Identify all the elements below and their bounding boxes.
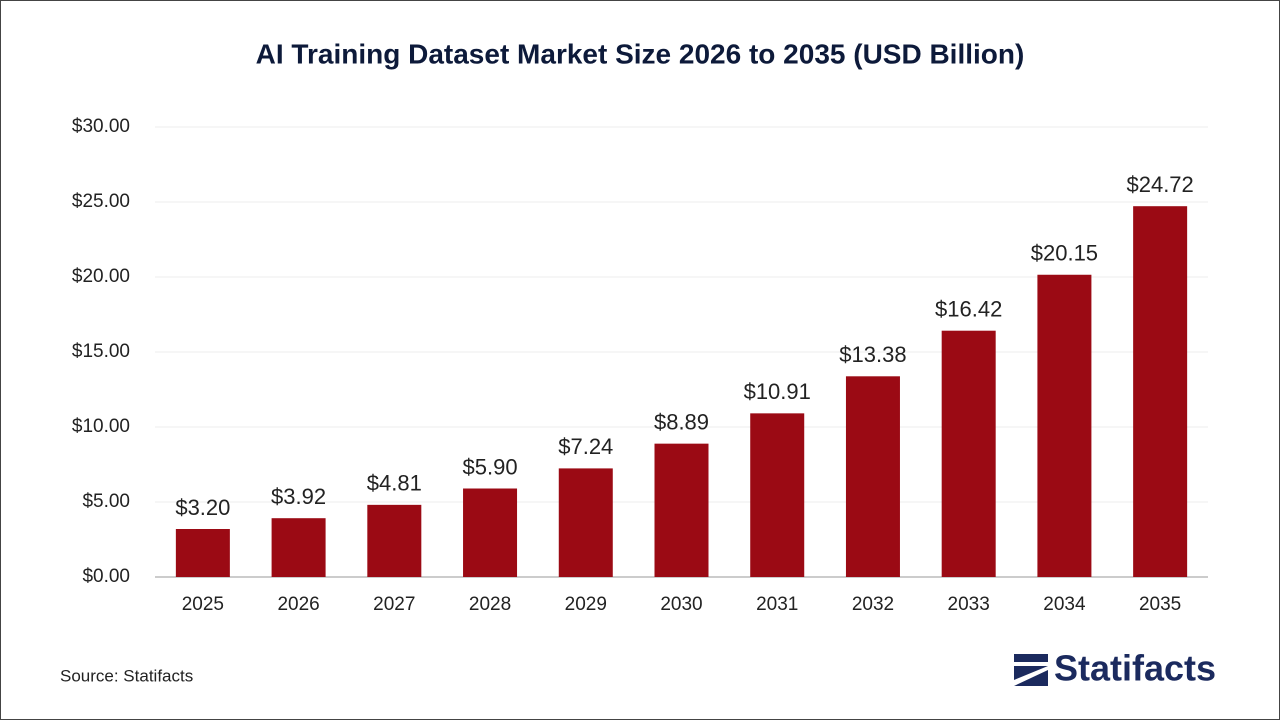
- y-tick-label: $30.00: [72, 116, 130, 137]
- x-tick-label: 2027: [373, 594, 415, 615]
- bar: [558, 468, 613, 577]
- y-tick-label: $20.00: [72, 266, 130, 287]
- x-tick-label: 2032: [852, 594, 894, 615]
- value-label: $24.72: [1126, 172, 1193, 197]
- value-label: $5.90: [463, 454, 518, 479]
- bar: [175, 529, 230, 577]
- y-tick-label: $15.00: [72, 341, 130, 362]
- y-tick-label: $25.00: [72, 191, 130, 212]
- chart-title: AI Training Dataset Market Size 2026 to …: [256, 38, 1025, 69]
- logo-icon: [1014, 654, 1048, 686]
- x-tick-label: 2025: [182, 594, 224, 615]
- bar: [1133, 206, 1188, 577]
- x-tick-label: 2028: [469, 594, 511, 615]
- bar: [750, 413, 805, 577]
- value-label: $8.89: [654, 409, 709, 434]
- y-tick-label: $0.00: [82, 566, 130, 587]
- value-label: $13.38: [839, 342, 906, 367]
- bar: [1037, 274, 1092, 577]
- value-label: $10.91: [744, 379, 811, 404]
- value-label: $3.20: [175, 495, 230, 520]
- x-tick-label: 2031: [756, 594, 798, 615]
- value-label: $7.24: [558, 434, 613, 459]
- y-tick-label: $10.00: [72, 416, 130, 437]
- bar: [845, 376, 900, 577]
- logo-text: Statifacts: [1054, 648, 1216, 689]
- x-tick-label: 2029: [565, 594, 607, 615]
- bar: [367, 504, 422, 577]
- x-tick-label: 2026: [277, 594, 319, 615]
- value-label: $3.92: [271, 484, 326, 509]
- value-label: $4.81: [367, 471, 422, 496]
- x-tick-label: 2030: [660, 594, 702, 615]
- source-note: Source: Statifacts: [60, 666, 193, 685]
- x-tick-label: 2035: [1139, 594, 1181, 615]
- bar: [271, 518, 326, 577]
- bar: [654, 443, 709, 577]
- x-tick-label: 2034: [1043, 594, 1086, 615]
- value-label: $20.15: [1031, 241, 1098, 266]
- y-tick-label: $5.00: [82, 491, 130, 512]
- bar: [463, 488, 518, 577]
- value-label: $16.42: [935, 297, 1002, 322]
- bar: [941, 330, 996, 577]
- x-tick-label: 2033: [948, 594, 990, 615]
